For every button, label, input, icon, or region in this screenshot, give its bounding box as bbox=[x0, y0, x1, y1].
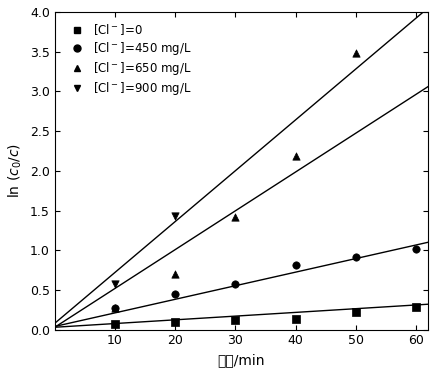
Point bbox=[231, 281, 238, 287]
Point bbox=[111, 321, 118, 327]
Point bbox=[231, 214, 238, 220]
Point bbox=[292, 261, 299, 267]
Point bbox=[231, 317, 238, 323]
Point bbox=[352, 50, 358, 56]
Point bbox=[171, 213, 178, 219]
Point bbox=[411, 246, 418, 252]
Point bbox=[111, 281, 118, 287]
Point bbox=[411, 304, 418, 310]
Point bbox=[352, 309, 358, 315]
Point bbox=[171, 271, 178, 277]
Point bbox=[111, 305, 118, 311]
Point bbox=[171, 291, 178, 297]
X-axis label: 时间/min: 时间/min bbox=[217, 353, 265, 367]
Point bbox=[292, 316, 299, 322]
Point bbox=[171, 319, 178, 325]
Y-axis label: ln ($c_0$/$c$): ln ($c_0$/$c$) bbox=[7, 143, 24, 198]
Point bbox=[111, 305, 118, 311]
Legend: [Cl$^-$]=0, [Cl$^-$]=450 mg/L, [Cl$^-$]=650 mg/L, [Cl$^-$]=900 mg/L: [Cl$^-$]=0, [Cl$^-$]=450 mg/L, [Cl$^-$]=… bbox=[60, 18, 195, 102]
Point bbox=[352, 254, 358, 260]
Point bbox=[292, 153, 299, 159]
